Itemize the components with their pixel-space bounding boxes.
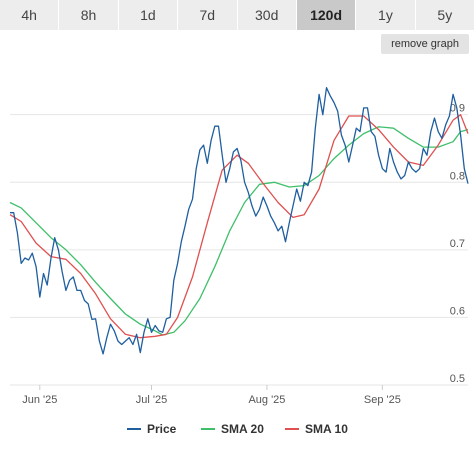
tab-1d[interactable]: 1d bbox=[118, 0, 179, 30]
x-tick-label: Jul '25 bbox=[136, 394, 167, 406]
series-price-line bbox=[10, 87, 469, 355]
x-tick-label: Jun '25 bbox=[22, 394, 57, 406]
tab-8h[interactable]: 8h bbox=[59, 0, 119, 30]
series-sma-10-line bbox=[9, 114, 469, 339]
tab-5y[interactable]: 5y bbox=[415, 0, 474, 30]
tab-30d[interactable]: 30d bbox=[237, 0, 297, 30]
y-tick-label: 0.6 bbox=[450, 305, 465, 317]
y-tick-label: 0.5 bbox=[450, 373, 465, 385]
y-tick-label: 0.7 bbox=[450, 238, 465, 250]
x-tick-label: Aug '25 bbox=[248, 394, 285, 406]
remove-graph-button[interactable]: remove graph bbox=[381, 34, 469, 54]
legend-sma-20-label: SMA 20 bbox=[221, 422, 264, 436]
tab-120d[interactable]: 120d bbox=[296, 0, 357, 30]
legend-sma-10-label: SMA 10 bbox=[305, 422, 348, 436]
timeframe-tabs: 4h 8h 1d 7d 30d 120d 1y 5y bbox=[0, 0, 474, 30]
tab-4h[interactable]: 4h bbox=[0, 0, 60, 30]
tab-1y[interactable]: 1y bbox=[356, 0, 416, 30]
x-tick-label: Sep '25 bbox=[364, 394, 401, 406]
series-sma-20-line bbox=[9, 126, 469, 336]
tab-7d[interactable]: 7d bbox=[178, 0, 238, 30]
y-tick-label: 0.8 bbox=[450, 170, 465, 182]
legend-price-label: Price bbox=[147, 422, 177, 436]
